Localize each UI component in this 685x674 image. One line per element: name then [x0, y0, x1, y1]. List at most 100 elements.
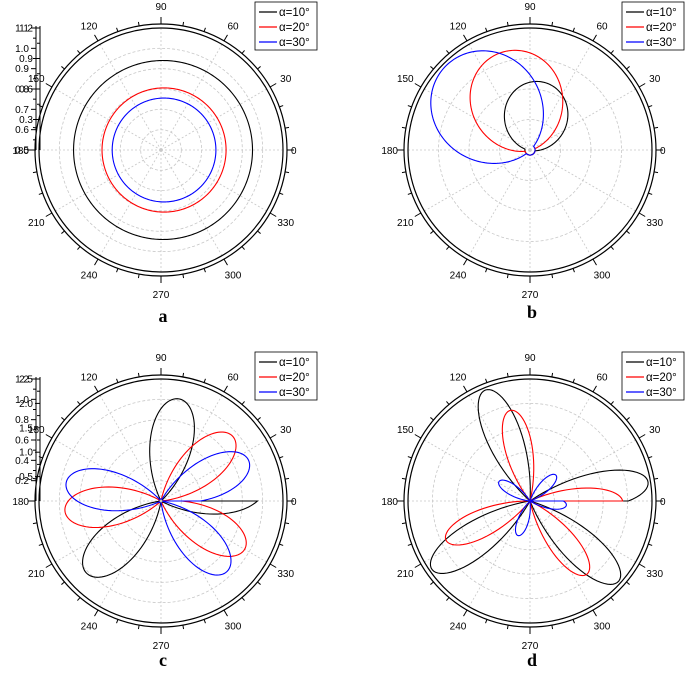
angle-tick — [269, 563, 277, 568]
angle-tick — [269, 83, 277, 88]
radial-tick-label: 0.6 — [15, 436, 29, 447]
radial-tick-label: 0.6 — [19, 85, 33, 96]
radial-tick-label: 0.5 — [19, 472, 33, 483]
angle-tick — [223, 385, 228, 393]
angle-tick — [446, 50, 450, 54]
radial-grid-circle — [58, 398, 264, 604]
series-line-2 — [64, 431, 247, 557]
panel-label: a — [159, 306, 168, 326]
angle-tick — [38, 105, 43, 108]
angular-grid-line — [529, 500, 592, 607]
angle-label-150: 150 — [28, 425, 45, 436]
panel-label: b — [527, 302, 537, 322]
angle-label-240: 240 — [450, 271, 467, 282]
outer-circle — [38, 378, 284, 624]
angle-tick — [284, 522, 290, 525]
angle-tick — [182, 21, 185, 27]
angle-tick — [463, 34, 468, 42]
angle-tick — [485, 268, 488, 273]
angle-tick — [279, 543, 284, 546]
radial-grid-circle — [140, 129, 182, 171]
angle-tick — [241, 401, 245, 405]
angle-label-90: 90 — [155, 353, 167, 364]
angle-tick — [401, 126, 407, 129]
angle-tick — [77, 401, 81, 405]
series-line-3 — [430, 50, 544, 164]
angle-label-330: 330 — [277, 569, 294, 580]
angle-tick — [430, 581, 434, 585]
angle-label-120: 120 — [81, 372, 98, 383]
angle-tick — [137, 372, 140, 378]
radial-tick-label: 0.4 — [15, 456, 29, 467]
angle-tick — [116, 619, 119, 624]
legend-label-3: α=30° — [279, 387, 310, 399]
angular-grid-line — [424, 500, 531, 563]
radial-tick-label: 1.2 — [15, 375, 29, 386]
legend-label-2: α=20° — [279, 372, 310, 384]
series-line-1 — [429, 389, 649, 585]
series-line-3 — [111, 97, 217, 203]
angle-tick — [610, 401, 614, 405]
angle-label-60: 60 — [596, 21, 608, 32]
angular-grid-line — [529, 149, 592, 256]
legend-label-2: α=20° — [646, 22, 677, 34]
radial-grid-circle — [468, 88, 592, 212]
angle-tick — [626, 581, 630, 585]
angle-tick — [269, 212, 277, 217]
radial-tick-label: 1.2 — [19, 24, 33, 35]
angle-tick — [407, 456, 412, 459]
radial-tick-label: 0.2 — [15, 476, 29, 487]
angle-tick — [32, 171, 38, 174]
angle-tick — [485, 378, 488, 383]
angle-tick — [38, 543, 43, 546]
outer-circle — [407, 27, 653, 273]
angle-tick — [414, 83, 422, 88]
angle-tick — [648, 105, 653, 108]
angle-label-60: 60 — [227, 21, 239, 32]
angle-tick — [463, 258, 468, 266]
angle-tick — [77, 50, 81, 54]
angle-tick — [94, 385, 99, 393]
angular-grid-line — [55, 88, 162, 151]
angle-tick — [279, 456, 284, 459]
legend-label-2: α=20° — [646, 372, 677, 384]
angle-tick — [592, 258, 597, 266]
legend: α=10° α=20° α=30° — [254, 351, 318, 401]
angle-label-330: 330 — [646, 218, 663, 229]
angle-tick — [61, 230, 65, 234]
radial-tick-label: 2.0 — [19, 399, 33, 410]
legend-label-3: α=30° — [279, 37, 310, 49]
angle-label-210: 210 — [397, 569, 414, 580]
angle-tick — [257, 581, 261, 585]
angle-tick — [446, 597, 450, 601]
radial-tick-label: 1.1 — [15, 24, 29, 35]
angle-label-300: 300 — [594, 622, 611, 633]
angle-label-0: 0 — [291, 146, 297, 157]
angle-label-120: 120 — [450, 21, 467, 32]
angle-label-30: 30 — [649, 74, 661, 85]
angle-tick — [414, 212, 422, 217]
angle-tick — [94, 609, 99, 617]
angle-tick — [257, 230, 261, 234]
radial-grid-circle — [58, 47, 264, 253]
angle-tick — [485, 27, 488, 32]
radial-tick-label: 0.8 — [15, 415, 29, 426]
series-line-3 — [65, 451, 251, 576]
outer-circle — [407, 378, 653, 624]
angle-tick — [94, 34, 99, 42]
angle-label-0: 0 — [660, 146, 666, 157]
angle-label-300: 300 — [225, 622, 242, 633]
angular-grid-line — [55, 149, 162, 212]
legend-label-2: α=20° — [279, 22, 310, 34]
angle-tick — [592, 34, 597, 42]
angle-label-30: 30 — [280, 425, 292, 436]
angle-tick — [137, 273, 140, 279]
series-line-3 — [498, 473, 567, 537]
angle-tick — [116, 378, 119, 383]
angle-tick — [241, 246, 245, 250]
angle-label-300: 300 — [594, 271, 611, 282]
angle-tick — [61, 581, 65, 585]
angle-label-60: 60 — [596, 372, 608, 383]
angle-tick — [610, 246, 614, 250]
radial-tick-label: 0.3 — [19, 115, 33, 126]
